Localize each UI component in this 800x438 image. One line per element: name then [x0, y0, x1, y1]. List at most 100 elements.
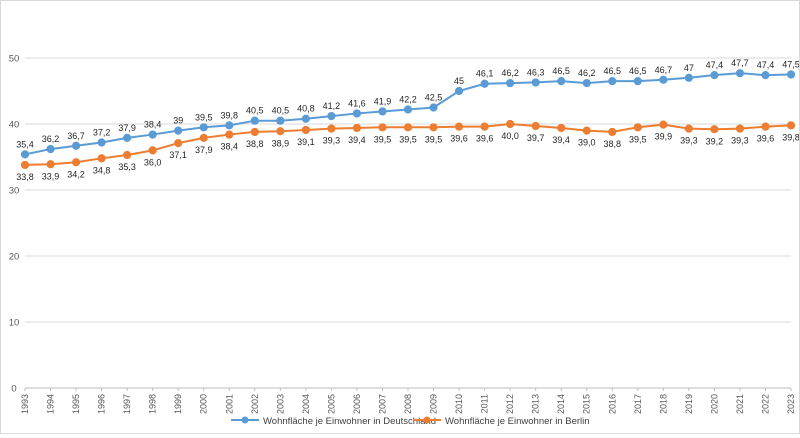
data-label-berlin-1997: 35,3	[118, 162, 136, 172]
point-deutschland-1997	[123, 133, 132, 142]
point-berlin-2005	[327, 124, 336, 133]
data-label-deutschland-2002: 40,5	[246, 106, 264, 116]
data-label-deutschland-2003: 40,5	[272, 106, 290, 116]
point-berlin-2019	[684, 124, 693, 133]
x-tick-label-2001: 2001	[224, 394, 234, 414]
data-label-berlin-1998: 36,0	[144, 157, 162, 167]
data-label-deutschland-2015: 46,2	[578, 68, 596, 78]
data-label-berlin-1999: 37,1	[169, 150, 187, 160]
x-tick-label-2014: 2014	[556, 394, 566, 414]
point-berlin-2012	[506, 119, 515, 129]
data-label-deutschland-1998: 38,4	[144, 120, 162, 130]
data-label-deutschland-2020: 47,4	[706, 60, 724, 70]
data-label-berlin-2020: 39,2	[706, 136, 724, 146]
x-tick-label-2008: 2008	[403, 394, 413, 414]
data-label-berlin-1993: 33,8	[16, 172, 34, 182]
data-label-deutschland-2004: 40,8	[297, 104, 315, 114]
point-deutschland-2005	[327, 111, 336, 121]
point-berlin-2015	[582, 126, 591, 135]
data-label-deutschland-2022: 47,4	[757, 60, 775, 70]
x-tick-label-2003: 2003	[275, 394, 285, 414]
x-tick-label-2023: 2023	[786, 394, 796, 414]
data-label-berlin-2006: 39,4	[348, 135, 366, 145]
data-label-deutschland-2001: 39,8	[221, 110, 239, 120]
point-berlin-1997	[123, 150, 132, 160]
x-tick-label-2009: 2009	[429, 394, 439, 414]
data-label-berlin-1994: 33,9	[42, 171, 60, 181]
point-deutschland-1995	[71, 141, 81, 150]
point-berlin-1999	[174, 139, 183, 148]
point-deutschland-1994	[46, 144, 55, 154]
point-berlin-2022	[761, 122, 770, 131]
point-deutschland-2023	[786, 70, 796, 79]
data-label-deutschland-1999: 39	[173, 116, 183, 126]
x-tick-label-2015: 2015	[582, 394, 592, 414]
data-label-berlin-2015: 39,0	[578, 138, 596, 148]
data-label-deutschland-1995: 36,7	[67, 131, 85, 141]
data-label-berlin-1996: 34,8	[93, 165, 111, 175]
point-deutschland-2011	[480, 79, 489, 88]
x-tick-label-1994: 1994	[46, 394, 56, 414]
point-deutschland-2007	[378, 107, 387, 116]
x-tick-label-2012: 2012	[505, 394, 515, 414]
data-label-berlin-2012: 40,0	[501, 131, 519, 141]
point-berlin-2001	[225, 130, 234, 139]
point-deutschland-2003	[276, 116, 285, 125]
point-berlin-1995	[71, 158, 81, 167]
x-tick-label-2017: 2017	[633, 394, 643, 414]
x-tick-label-2019: 2019	[684, 394, 694, 414]
point-deutschland-1998	[148, 130, 157, 139]
point-deutschland-2022	[761, 71, 770, 80]
point-berlin-2003	[276, 127, 285, 136]
point-berlin-2018	[659, 120, 668, 129]
data-label-berlin-2022: 39,6	[757, 134, 775, 144]
data-label-berlin-2007: 39,5	[374, 134, 392, 144]
point-deutschland-1993	[20, 150, 30, 159]
legend-label-deutschland: Wohnfläche je Einwohner in Deutschland	[263, 416, 436, 427]
point-berlin-2017	[633, 123, 642, 132]
x-tick-label-2004: 2004	[301, 394, 311, 414]
data-label-berlin-2016: 38,8	[604, 139, 622, 149]
point-berlin-2009	[429, 123, 438, 132]
x-tick-label-2013: 2013	[531, 394, 541, 414]
data-label-deutschland-2018: 46,7	[655, 65, 673, 75]
series-layer	[20, 69, 796, 170]
point-berlin-1993	[20, 160, 30, 170]
point-deutschland-2004	[301, 114, 310, 123]
data-labels: 35,4 36,2 36,7 37,2 37,9 38,4 39 39,5 39,8 40,5 40…	[16, 58, 800, 182]
data-label-deutschland-2000: 39,5	[195, 112, 213, 122]
point-deutschland-2016	[608, 77, 617, 86]
data-label-deutschland-2023: 47,5	[782, 60, 799, 70]
point-deutschland-2012	[506, 78, 515, 88]
point-deutschland-2006	[352, 109, 362, 118]
data-label-deutschland-2007: 41,9	[374, 96, 392, 106]
x-tick-label-2011: 2011	[480, 394, 490, 413]
x-tick-label-2005: 2005	[326, 394, 336, 414]
point-deutschland-2015	[582, 78, 591, 88]
point-berlin-2020	[710, 125, 719, 134]
x-tick-label-2018: 2018	[658, 394, 668, 414]
x-tick-label-1998: 1998	[148, 394, 158, 414]
data-label-deutschland-2012: 46,2	[501, 68, 519, 78]
legend-label-berlin: Wohnfläche je Einwohner in Berlin	[445, 416, 590, 427]
point-berlin-2014	[557, 123, 566, 133]
data-label-deutschland-1997: 37,9	[118, 123, 136, 133]
point-berlin-2008	[403, 123, 413, 132]
data-label-berlin-2001: 38,4	[221, 142, 239, 152]
x-tick-label-1995: 1995	[71, 394, 81, 414]
point-berlin-2011	[480, 122, 489, 131]
data-label-berlin-2014: 39,4	[552, 135, 570, 145]
point-deutschland-2021	[735, 69, 745, 78]
y-axis: 0 10 20 30 40 50	[9, 54, 20, 395]
data-label-deutschland-2019: 47	[684, 63, 694, 73]
data-label-berlin-2005: 39,3	[323, 136, 341, 146]
point-berlin-1994	[46, 160, 55, 169]
data-label-deutschland-2013: 46,3	[527, 67, 545, 77]
y-tick-label-40: 40	[9, 120, 20, 131]
point-berlin-2016	[608, 127, 617, 137]
legend: Wohnfläche je Einwohner in Deutschland W…	[231, 416, 590, 427]
data-label-berlin-2002: 38,8	[246, 139, 264, 149]
data-label-berlin-2004: 39,1	[297, 137, 315, 147]
x-tick-label-2000: 2000	[199, 394, 209, 414]
